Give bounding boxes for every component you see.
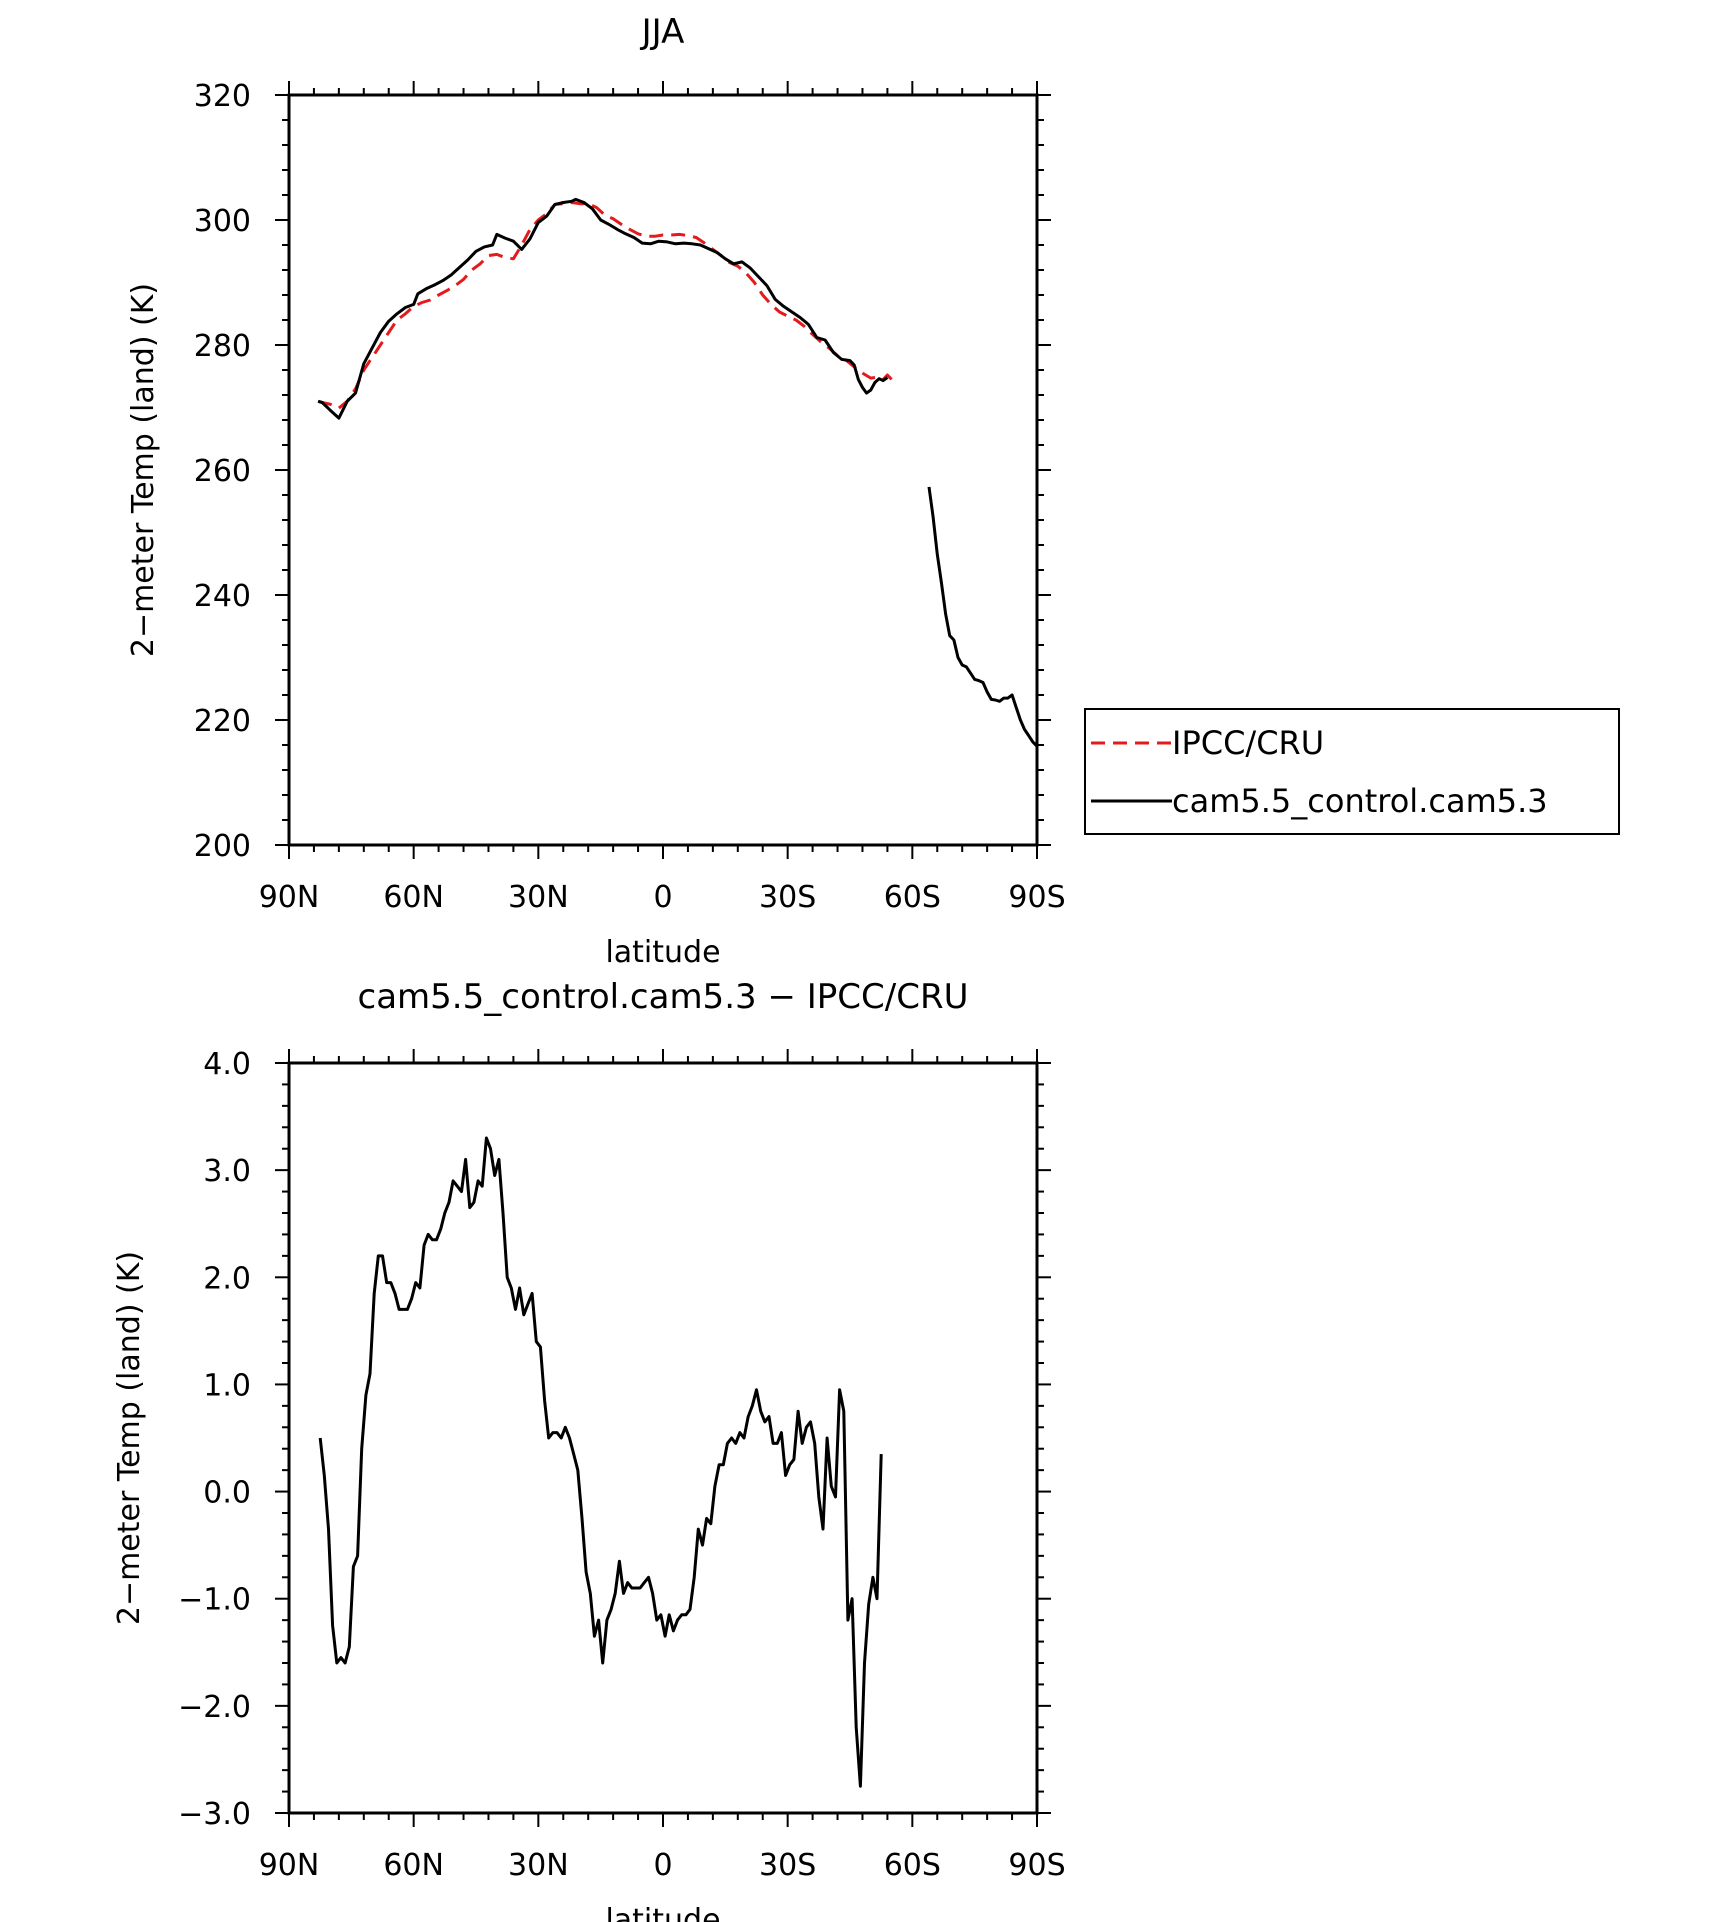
- x-tick-label: 90N: [259, 1848, 320, 1883]
- y-tick-label: 300: [194, 204, 251, 239]
- top-series-lines: [317, 197, 1039, 748]
- y-tick-label: 320: [194, 79, 251, 114]
- bottom-series-lines: [318, 1136, 883, 1788]
- series-line-cam5-5-control-cam5-3: [317, 197, 889, 420]
- top-axis-tick-labels: 90N 60N 30N 0 30S 60S 90S 200 220 240 260 280 300 320: [194, 79, 1066, 915]
- y-tick-label: 200: [194, 829, 251, 864]
- bottom-chart-title: cam5.5_control.cam5.3 − IPCC/CRU: [358, 977, 969, 1017]
- x-tick-label: 30S: [759, 880, 816, 915]
- top-x-axis-title: latitude: [605, 935, 720, 970]
- y-tick-label: 1.0: [203, 1368, 251, 1403]
- top-plot-frame: [287, 93, 1039, 847]
- bottom-plot-frame: [287, 1061, 1039, 1815]
- x-tick-label: 90S: [1008, 880, 1065, 915]
- x-tick-label: 30S: [759, 1848, 816, 1883]
- legend-box: [1084, 708, 1620, 835]
- x-tick-label: 60N: [383, 1848, 444, 1883]
- y-tick-label: 260: [194, 454, 251, 489]
- x-tick-label: 60N: [383, 880, 444, 915]
- x-tick-label: 30N: [508, 1848, 569, 1883]
- x-tick-label: 60S: [884, 880, 941, 915]
- y-tick-label: 4.0: [203, 1047, 251, 1082]
- y-tick-label: −2.0: [178, 1690, 251, 1725]
- top-axis-ticks: [275, 81, 1051, 859]
- y-tick-label: 2.0: [203, 1261, 251, 1296]
- y-tick-label: 240: [194, 579, 251, 614]
- legend-label-ipcc-cru: IPCC/CRU: [1172, 724, 1324, 762]
- bottom-axis-tick-labels: 90N 60N 30N 0 30S 60S 90S −3.0 −2.0 −1.0 0.0 1.0 2.0…: [178, 1047, 1065, 1883]
- y-tick-label: 3.0: [203, 1154, 251, 1189]
- top-chart-title: JJA: [640, 12, 685, 52]
- bottom-axis-ticks: [275, 1049, 1051, 1827]
- bottom-y-axis-title: 2−meter Temp (land) (K): [112, 1251, 147, 1625]
- bottom-x-axis-title: latitude: [605, 1903, 720, 1922]
- x-tick-label: 0: [653, 1848, 672, 1883]
- top-panel: JJA 90N 60N 30N 0 30S 60S 90S 200 220 240 260 280 30…: [126, 12, 1620, 970]
- y-tick-label: −3.0: [178, 1797, 251, 1832]
- series-line-ipcc-cru: [317, 201, 893, 410]
- y-tick-label: 220: [194, 704, 251, 739]
- y-tick-label: 280: [194, 329, 251, 364]
- series-line-cam5-5-control-cam5-3: [927, 486, 1039, 748]
- legend: IPCC/CRU cam5.5_control.cam5.3: [1084, 708, 1620, 835]
- x-tick-label: 90S: [1008, 1848, 1065, 1883]
- y-tick-label: 0.0: [203, 1476, 251, 1511]
- legend-label-cam5: cam5.5_control.cam5.3: [1172, 782, 1548, 820]
- top-y-axis-title: 2−meter Temp (land) (K): [126, 283, 161, 657]
- x-tick-label: 0: [653, 880, 672, 915]
- x-tick-label: 60S: [884, 1848, 941, 1883]
- series-line-difference: [318, 1136, 883, 1788]
- x-tick-label: 30N: [508, 880, 569, 915]
- bottom-panel: cam5.5_control.cam5.3 − IPCC/CRU 90N 60N 3…: [112, 977, 1066, 1922]
- y-tick-label: −1.0: [178, 1583, 251, 1618]
- x-tick-label: 90N: [259, 880, 320, 915]
